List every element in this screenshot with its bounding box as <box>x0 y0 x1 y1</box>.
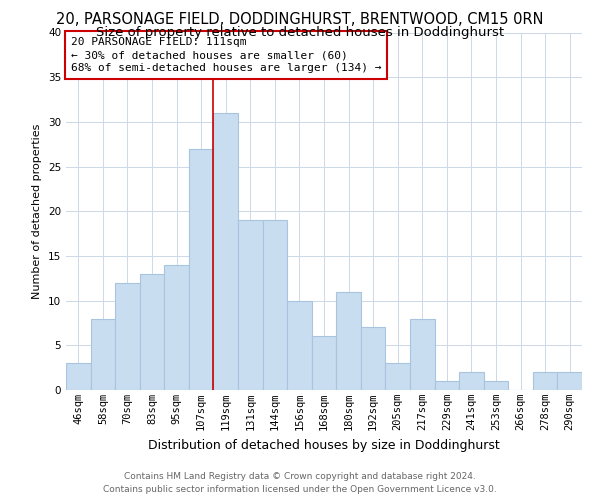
Bar <box>263 220 287 390</box>
Bar <box>140 274 164 390</box>
Bar <box>287 300 312 390</box>
Bar <box>238 220 263 390</box>
Bar <box>66 363 91 390</box>
Bar <box>361 328 385 390</box>
Text: Contains HM Land Registry data © Crown copyright and database right 2024.
Contai: Contains HM Land Registry data © Crown c… <box>103 472 497 494</box>
Bar <box>164 265 189 390</box>
Bar <box>557 372 582 390</box>
Bar <box>484 381 508 390</box>
Bar <box>312 336 336 390</box>
Text: Size of property relative to detached houses in Doddinghurst: Size of property relative to detached ho… <box>96 26 504 39</box>
Y-axis label: Number of detached properties: Number of detached properties <box>32 124 43 299</box>
Bar <box>91 318 115 390</box>
Text: 20 PARSONAGE FIELD: 111sqm
← 30% of detached houses are smaller (60)
68% of semi: 20 PARSONAGE FIELD: 111sqm ← 30% of deta… <box>71 37 382 74</box>
Bar <box>410 318 434 390</box>
Bar <box>385 363 410 390</box>
Bar <box>533 372 557 390</box>
Text: 20, PARSONAGE FIELD, DODDINGHURST, BRENTWOOD, CM15 0RN: 20, PARSONAGE FIELD, DODDINGHURST, BRENT… <box>56 12 544 28</box>
Bar <box>214 113 238 390</box>
Bar <box>459 372 484 390</box>
Bar <box>336 292 361 390</box>
Bar <box>434 381 459 390</box>
Bar <box>189 148 214 390</box>
Bar <box>115 283 140 390</box>
X-axis label: Distribution of detached houses by size in Doddinghurst: Distribution of detached houses by size … <box>148 438 500 452</box>
